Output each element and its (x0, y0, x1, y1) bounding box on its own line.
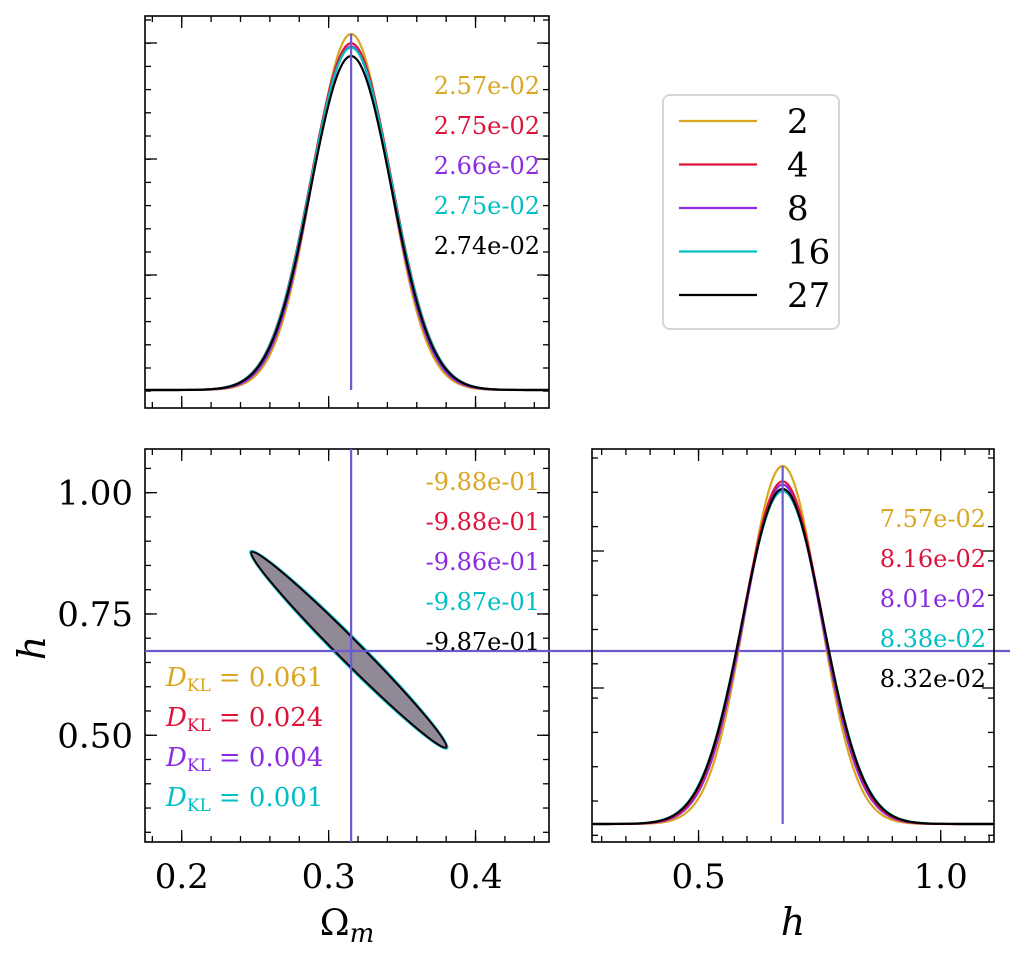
kl-value: = 0.001 (219, 783, 323, 813)
kl-value: = 0.061 (219, 663, 323, 693)
h-xtick-label: 1.0 (914, 857, 968, 897)
x-axis-label-omega-m: Ωm (320, 903, 375, 949)
omega-m-std-label: 2.74e-02 (434, 232, 540, 260)
h-std-label: 8.16e-02 (880, 545, 986, 573)
omega-m-std-label: 2.75e-02 (434, 112, 540, 140)
joint-contour-panel: -9.88e-01 -9.88e-01 -9.86e-01 -9.87e-01 -9.8… (10, 448, 1010, 949)
h-tick-label: 0.75 (57, 595, 133, 635)
joint-contour-fill (251, 551, 447, 748)
h-tick-label: 1.00 (57, 474, 133, 514)
legend-box (662, 94, 840, 330)
legend-label: 2 (787, 102, 809, 142)
kl-divergence-label: DKL = 0.004 (165, 743, 323, 776)
h-std-label: 7.57e-02 (880, 505, 986, 533)
h-marginal-frame (591, 448, 995, 843)
omega-m-tick-label: 0.4 (449, 857, 503, 897)
kl-divergence-label: DKL = 0.024 (165, 703, 323, 736)
h-xtick-label: 0.5 (672, 857, 726, 897)
legend-label: 16 (787, 233, 830, 273)
legend-label: 4 (787, 146, 809, 186)
joint-contour-27 (250, 550, 448, 749)
joint-contour-16 (249, 549, 449, 750)
omega-m-std-label: 2.66e-02 (434, 152, 540, 180)
kl-subscript: KL (187, 796, 211, 816)
kl-symbol: D (165, 663, 187, 693)
joint-correlation-label: -9.88e-01 (426, 508, 540, 536)
legend-label: 27 (787, 276, 830, 316)
omega-m-std-label: 2.75e-02 (434, 192, 540, 220)
kl-subscript: KL (187, 676, 211, 696)
h-std-label: 8.01e-02 (880, 585, 986, 613)
kl-subscript: KL (187, 756, 211, 776)
h-tick-label: 0.50 (57, 716, 133, 756)
joint-correlation-label: -9.87e-01 (426, 628, 540, 656)
joint-frame (144, 448, 550, 843)
kl-subscript: KL (187, 716, 211, 736)
joint-correlation-label: -9.88e-01 (426, 468, 540, 496)
h-curve-8 (592, 483, 994, 826)
joint-correlation-label: -9.87e-01 (426, 588, 540, 616)
y-axis-label-h: h (10, 636, 54, 660)
kl-divergence-label: DKL = 0.001 (165, 783, 323, 816)
kl-value: = 0.024 (219, 703, 323, 733)
omega-m-frame (144, 15, 550, 409)
omega-m-tick-label: 0.2 (155, 857, 209, 897)
omega-m-curve-27 (145, 54, 549, 392)
legend-label: 8 (787, 189, 809, 229)
h-curve-27 (591, 487, 994, 826)
h-curve-16 (592, 489, 994, 826)
omega-symbol: Ω (320, 903, 350, 944)
joint-correlation-label: -9.86e-01 (426, 548, 540, 576)
h-std-label: 8.38e-02 (880, 625, 986, 653)
h-std-label: 8.32e-02 (880, 665, 986, 693)
h-marginal-panel: 7.57e-02 8.16e-02 8.01e-02 8.38e-02 8.32e-02… (591, 448, 995, 944)
omega-subscript: m (350, 919, 375, 949)
omega-m-marginal-panel: 2.57e-02 2.75e-02 2.66e-02 2.75e-02 2.74e-02 (144, 15, 550, 409)
kl-divergence-label: DKL = 0.061 (165, 663, 323, 696)
omega-m-std-label: 2.57e-02 (434, 72, 540, 100)
kl-symbol: D (165, 783, 187, 813)
kl-value: = 0.004 (219, 743, 323, 773)
kl-symbol: D (165, 743, 187, 773)
x-axis-label-h: h (781, 900, 805, 944)
omega-m-tick-label: 0.3 (302, 857, 356, 897)
kl-symbol: D (165, 703, 187, 733)
